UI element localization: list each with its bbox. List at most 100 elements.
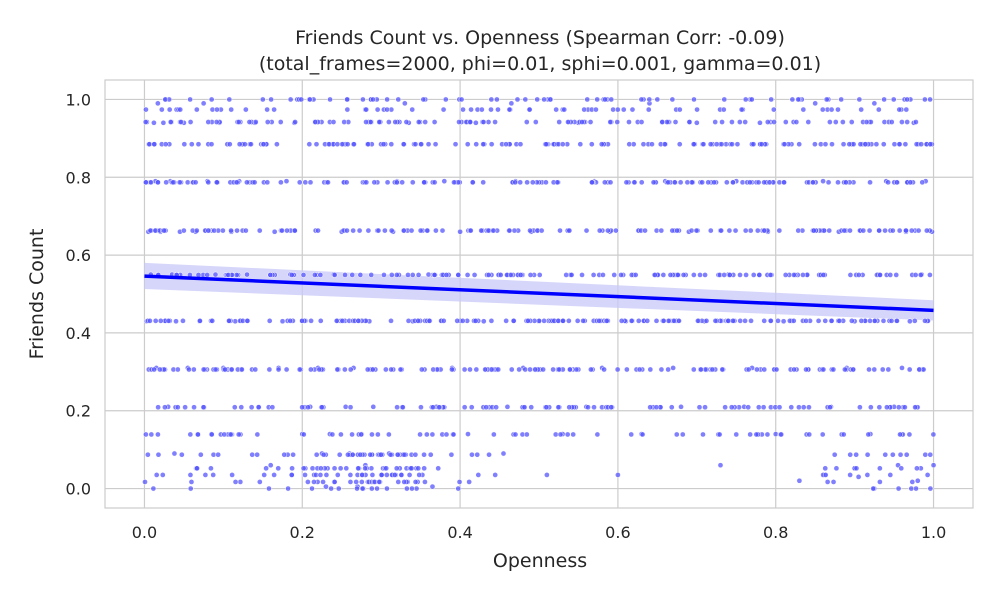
data-point: [402, 100, 408, 107]
data-point: [638, 96, 645, 103]
data-point: [577, 141, 584, 148]
data-point: [387, 451, 394, 458]
data-point: [506, 227, 513, 234]
data-point: [213, 119, 220, 125]
data-point: [560, 317, 566, 324]
data-point: [400, 227, 407, 234]
data-point: [409, 106, 416, 113]
data-point: [148, 431, 155, 438]
data-point: [222, 366, 228, 373]
data-point: [209, 317, 216, 324]
data-point: [880, 141, 887, 148]
data-point: [186, 366, 192, 373]
data-point: [151, 141, 158, 148]
data-point: [827, 404, 833, 411]
data-point: [355, 317, 362, 324]
data-point: [443, 431, 450, 438]
data-point: [800, 272, 806, 278]
data-point: [468, 106, 474, 113]
data-point: [228, 106, 235, 113]
data-point: [691, 96, 697, 103]
data-point: [384, 179, 391, 186]
data-point: [658, 227, 665, 234]
data-point: [371, 179, 378, 186]
data-point: [349, 272, 356, 278]
data-point: [908, 485, 915, 492]
data-point: [320, 451, 327, 458]
data-point: [836, 317, 843, 324]
data-point: [703, 317, 710, 324]
data-point: [292, 119, 298, 125]
data-point: [417, 431, 423, 438]
data-point: [820, 272, 827, 278]
data-point: [732, 227, 739, 234]
data-point: [862, 141, 869, 148]
data-point: [150, 485, 157, 492]
data-point: [867, 317, 873, 324]
data-point: [488, 96, 495, 103]
data-point: [155, 179, 161, 186]
data-point: [490, 227, 497, 234]
data-point: [607, 119, 614, 125]
data-point: [538, 227, 545, 234]
data-point: [767, 272, 774, 278]
data-point: [510, 317, 517, 324]
data-point: [848, 119, 855, 125]
data-point: [672, 119, 679, 125]
data-point: [830, 479, 837, 485]
data-point: [279, 227, 285, 234]
data-point: [266, 485, 272, 492]
data-point: [208, 96, 215, 103]
data-point: [167, 119, 174, 125]
data-point: [775, 317, 781, 324]
data-point: [795, 96, 802, 103]
data-point: [363, 179, 370, 186]
data-point: [810, 227, 817, 234]
data-point: [495, 106, 501, 113]
data-point: [618, 272, 624, 278]
data-point: [243, 106, 249, 113]
data-point: [431, 119, 438, 125]
data-point: [884, 404, 890, 411]
data-point: [508, 272, 514, 278]
data-point: [686, 119, 693, 125]
data-point: [761, 227, 768, 234]
data-point: [780, 318, 787, 325]
data-point: [143, 106, 149, 113]
data-point: [440, 317, 447, 324]
data-point: [918, 141, 925, 148]
data-point: [895, 404, 902, 411]
data-point: [922, 451, 929, 458]
data-point: [833, 465, 840, 472]
data-point: [856, 96, 863, 103]
data-point: [191, 404, 197, 411]
data-point: [400, 141, 407, 148]
data-point: [647, 404, 653, 411]
data-point: [566, 227, 573, 234]
data-point: [868, 404, 874, 411]
data-point: [503, 141, 509, 148]
data-point: [368, 272, 375, 278]
data-point: [761, 317, 768, 324]
data-point: [386, 119, 392, 125]
data-point: [388, 227, 395, 234]
data-point: [579, 119, 585, 125]
data-point: [555, 404, 562, 411]
data-point: [405, 317, 412, 324]
data-point: [415, 119, 422, 125]
data-point: [443, 272, 450, 278]
data-point: [486, 451, 492, 458]
data-point: [300, 272, 307, 278]
data-point: [841, 227, 848, 234]
data-point: [709, 366, 716, 373]
data-point: [147, 317, 153, 324]
data-point: [251, 179, 258, 186]
data-point: [676, 141, 683, 148]
data-point: [422, 119, 429, 125]
data-point: [912, 272, 919, 278]
data-point: [161, 227, 168, 234]
data-point: [755, 179, 762, 186]
data-point: [543, 141, 549, 148]
data-point: [442, 96, 449, 103]
data-point: [927, 272, 933, 278]
